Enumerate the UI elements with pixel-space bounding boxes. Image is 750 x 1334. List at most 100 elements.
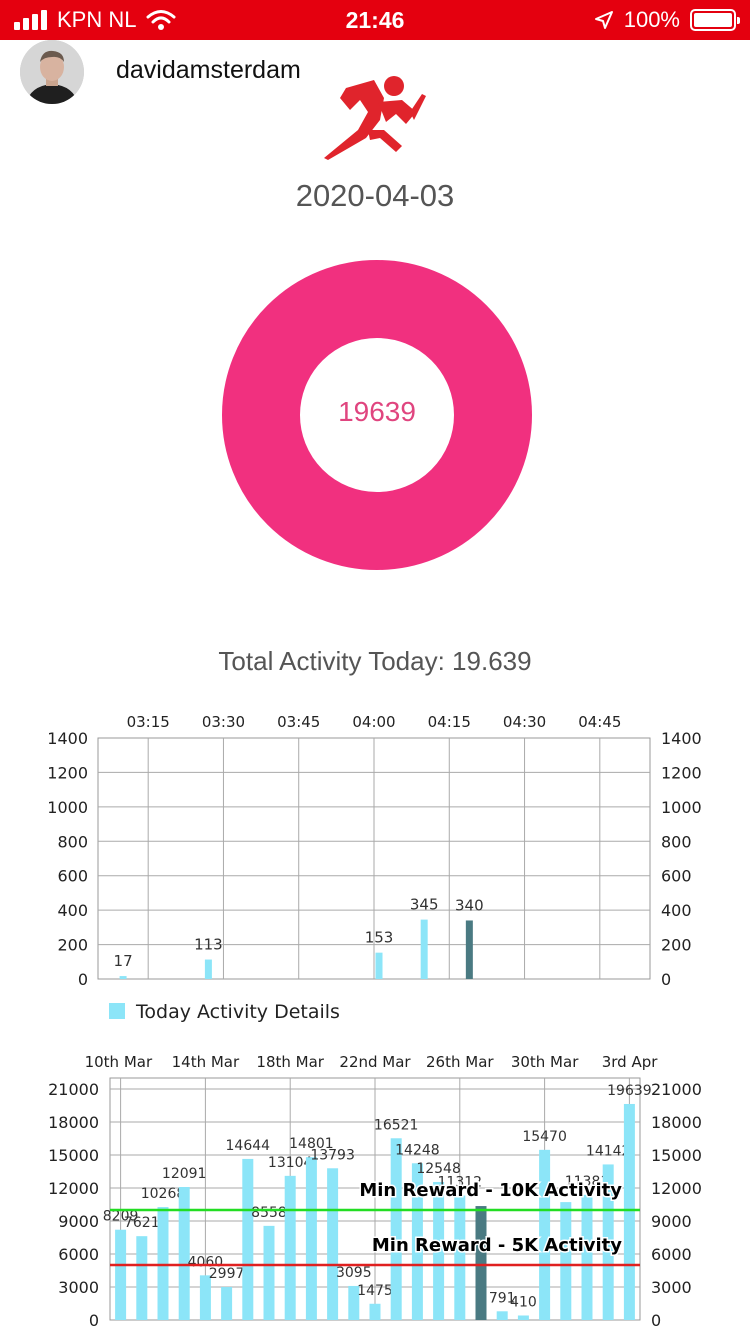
bar [454, 1195, 466, 1320]
bar [517, 1315, 529, 1320]
reference-line-label: Min Reward - 5K Activity [372, 1235, 622, 1256]
data-label: 11381 [565, 1174, 610, 1190]
status-time: 21:46 [345, 7, 405, 33]
y-tick-label-left: 1200 [47, 763, 88, 782]
x-tick-label: 3rd Apr [602, 1053, 659, 1071]
bar [581, 1194, 593, 1320]
username: davidamsterdam [116, 56, 301, 84]
x-tick-label: 03:45 [277, 713, 320, 731]
legend-swatch [109, 1003, 125, 1019]
bar [327, 1168, 339, 1320]
battery-percent: 100% [623, 7, 680, 32]
donut-ring [222, 260, 532, 570]
y-tick-label-right: 1400 [661, 729, 702, 748]
x-tick-label: 18th Mar [256, 1053, 324, 1071]
data-label: 19639 [607, 1083, 652, 1099]
data-label: 10268 [141, 1186, 186, 1202]
y-tick-label-left: 18000 [48, 1113, 99, 1132]
total-activity-label: Total Activity Today: 19.639 [218, 646, 532, 676]
y-tick-label-right: 9000 [651, 1212, 692, 1231]
data-label: 12548 [416, 1161, 461, 1177]
bar [420, 919, 428, 979]
y-tick-label-right: 12000 [651, 1179, 702, 1198]
x-tick-label: 30th Mar [511, 1053, 579, 1071]
bar [157, 1207, 169, 1320]
data-label: 14644 [226, 1138, 271, 1154]
data-label: 4060 [188, 1254, 224, 1270]
data-label: 410 [510, 1294, 537, 1310]
data-label: 113 [194, 936, 223, 954]
x-tick-label: 04:15 [428, 713, 471, 731]
bar [539, 1149, 551, 1320]
data-label: 14248 [395, 1142, 440, 1158]
signal-icon [14, 10, 47, 30]
data-label: 16521 [374, 1117, 419, 1133]
bar [199, 1275, 211, 1320]
daily-activity-history-chart: 0 0 3000 3000 6000 6000 9000 9000 12000 12000 1500… [48, 1053, 702, 1330]
y-tick-label-right: 200 [661, 936, 692, 955]
x-tick-label: 04:45 [578, 713, 621, 731]
data-label: 8209 [103, 1209, 139, 1225]
bar [375, 952, 383, 979]
avatar[interactable] [20, 40, 84, 104]
bar [602, 1164, 614, 1320]
y-tick-label-right: 3000 [651, 1278, 692, 1297]
data-label: 2997 [209, 1266, 245, 1282]
x-tick-label: 14th Mar [172, 1053, 240, 1071]
running-person-icon [324, 76, 426, 160]
y-tick-label-left: 800 [57, 832, 88, 851]
bar [623, 1103, 635, 1320]
y-tick-label-left: 1000 [47, 798, 88, 817]
data-label: 15470 [522, 1129, 567, 1145]
bar [560, 1202, 572, 1320]
bar [390, 1138, 402, 1320]
data-label: 1475 [357, 1283, 393, 1299]
y-tick-label-right: 0 [651, 1311, 661, 1330]
bar [119, 976, 127, 979]
data-label: 340 [455, 896, 484, 914]
activity-donut-chart [222, 260, 532, 570]
bar [221, 1287, 233, 1320]
location-arrow-icon [594, 11, 613, 29]
bar [242, 1158, 254, 1320]
y-tick-label-left: 9000 [58, 1212, 99, 1231]
y-tick-label-right: 15000 [651, 1146, 702, 1165]
y-tick-label-left: 400 [57, 901, 88, 920]
reference-line-label: Min Reward - 10K Activity [359, 1180, 622, 1201]
data-label: 791 [489, 1290, 516, 1306]
bar [369, 1303, 381, 1320]
bar [284, 1175, 296, 1320]
today-activity-chart: 0 0 200 200 400 400 600 600 800 800 1000 1000 1200 12… [47, 713, 702, 1023]
y-tick-label-left: 15000 [48, 1146, 99, 1165]
y-tick-label-left: 1400 [47, 729, 88, 748]
battery-icon [690, 9, 740, 31]
data-label: 7621 [124, 1215, 160, 1231]
data-label: 3095 [336, 1265, 372, 1281]
y-tick-label-left: 0 [78, 970, 88, 989]
bar [496, 1311, 508, 1320]
y-tick-label-right: 21000 [651, 1080, 702, 1099]
x-tick-label: 26th Mar [426, 1053, 494, 1071]
data-label: 13793 [310, 1147, 355, 1163]
data-label: 14142 [586, 1143, 631, 1159]
status-bar-right: 100% [594, 7, 740, 33]
data-label: 17 [114, 952, 133, 970]
x-tick-label: 22nd Mar [339, 1053, 411, 1071]
data-label: 13104 [268, 1155, 313, 1171]
data-label: 345 [410, 896, 439, 914]
donut-center-value: 19639 [338, 396, 416, 427]
status-bar: KPN NL 21:46 100% [0, 0, 750, 40]
wifi-icon [146, 10, 176, 30]
data-label: 8558 [251, 1205, 287, 1221]
y-tick-label-right: 800 [661, 832, 692, 851]
y-tick-label-right: 1000 [661, 798, 702, 817]
y-tick-label-right: 400 [661, 901, 692, 920]
data-label: 153 [365, 929, 394, 947]
y-tick-label-left: 200 [57, 936, 88, 955]
bar [263, 1225, 275, 1320]
carrier-name: KPN NL [57, 7, 137, 32]
avatar-image [20, 40, 84, 104]
bar [465, 920, 473, 979]
y-tick-label-left: 600 [57, 867, 88, 886]
bar [475, 1206, 487, 1320]
